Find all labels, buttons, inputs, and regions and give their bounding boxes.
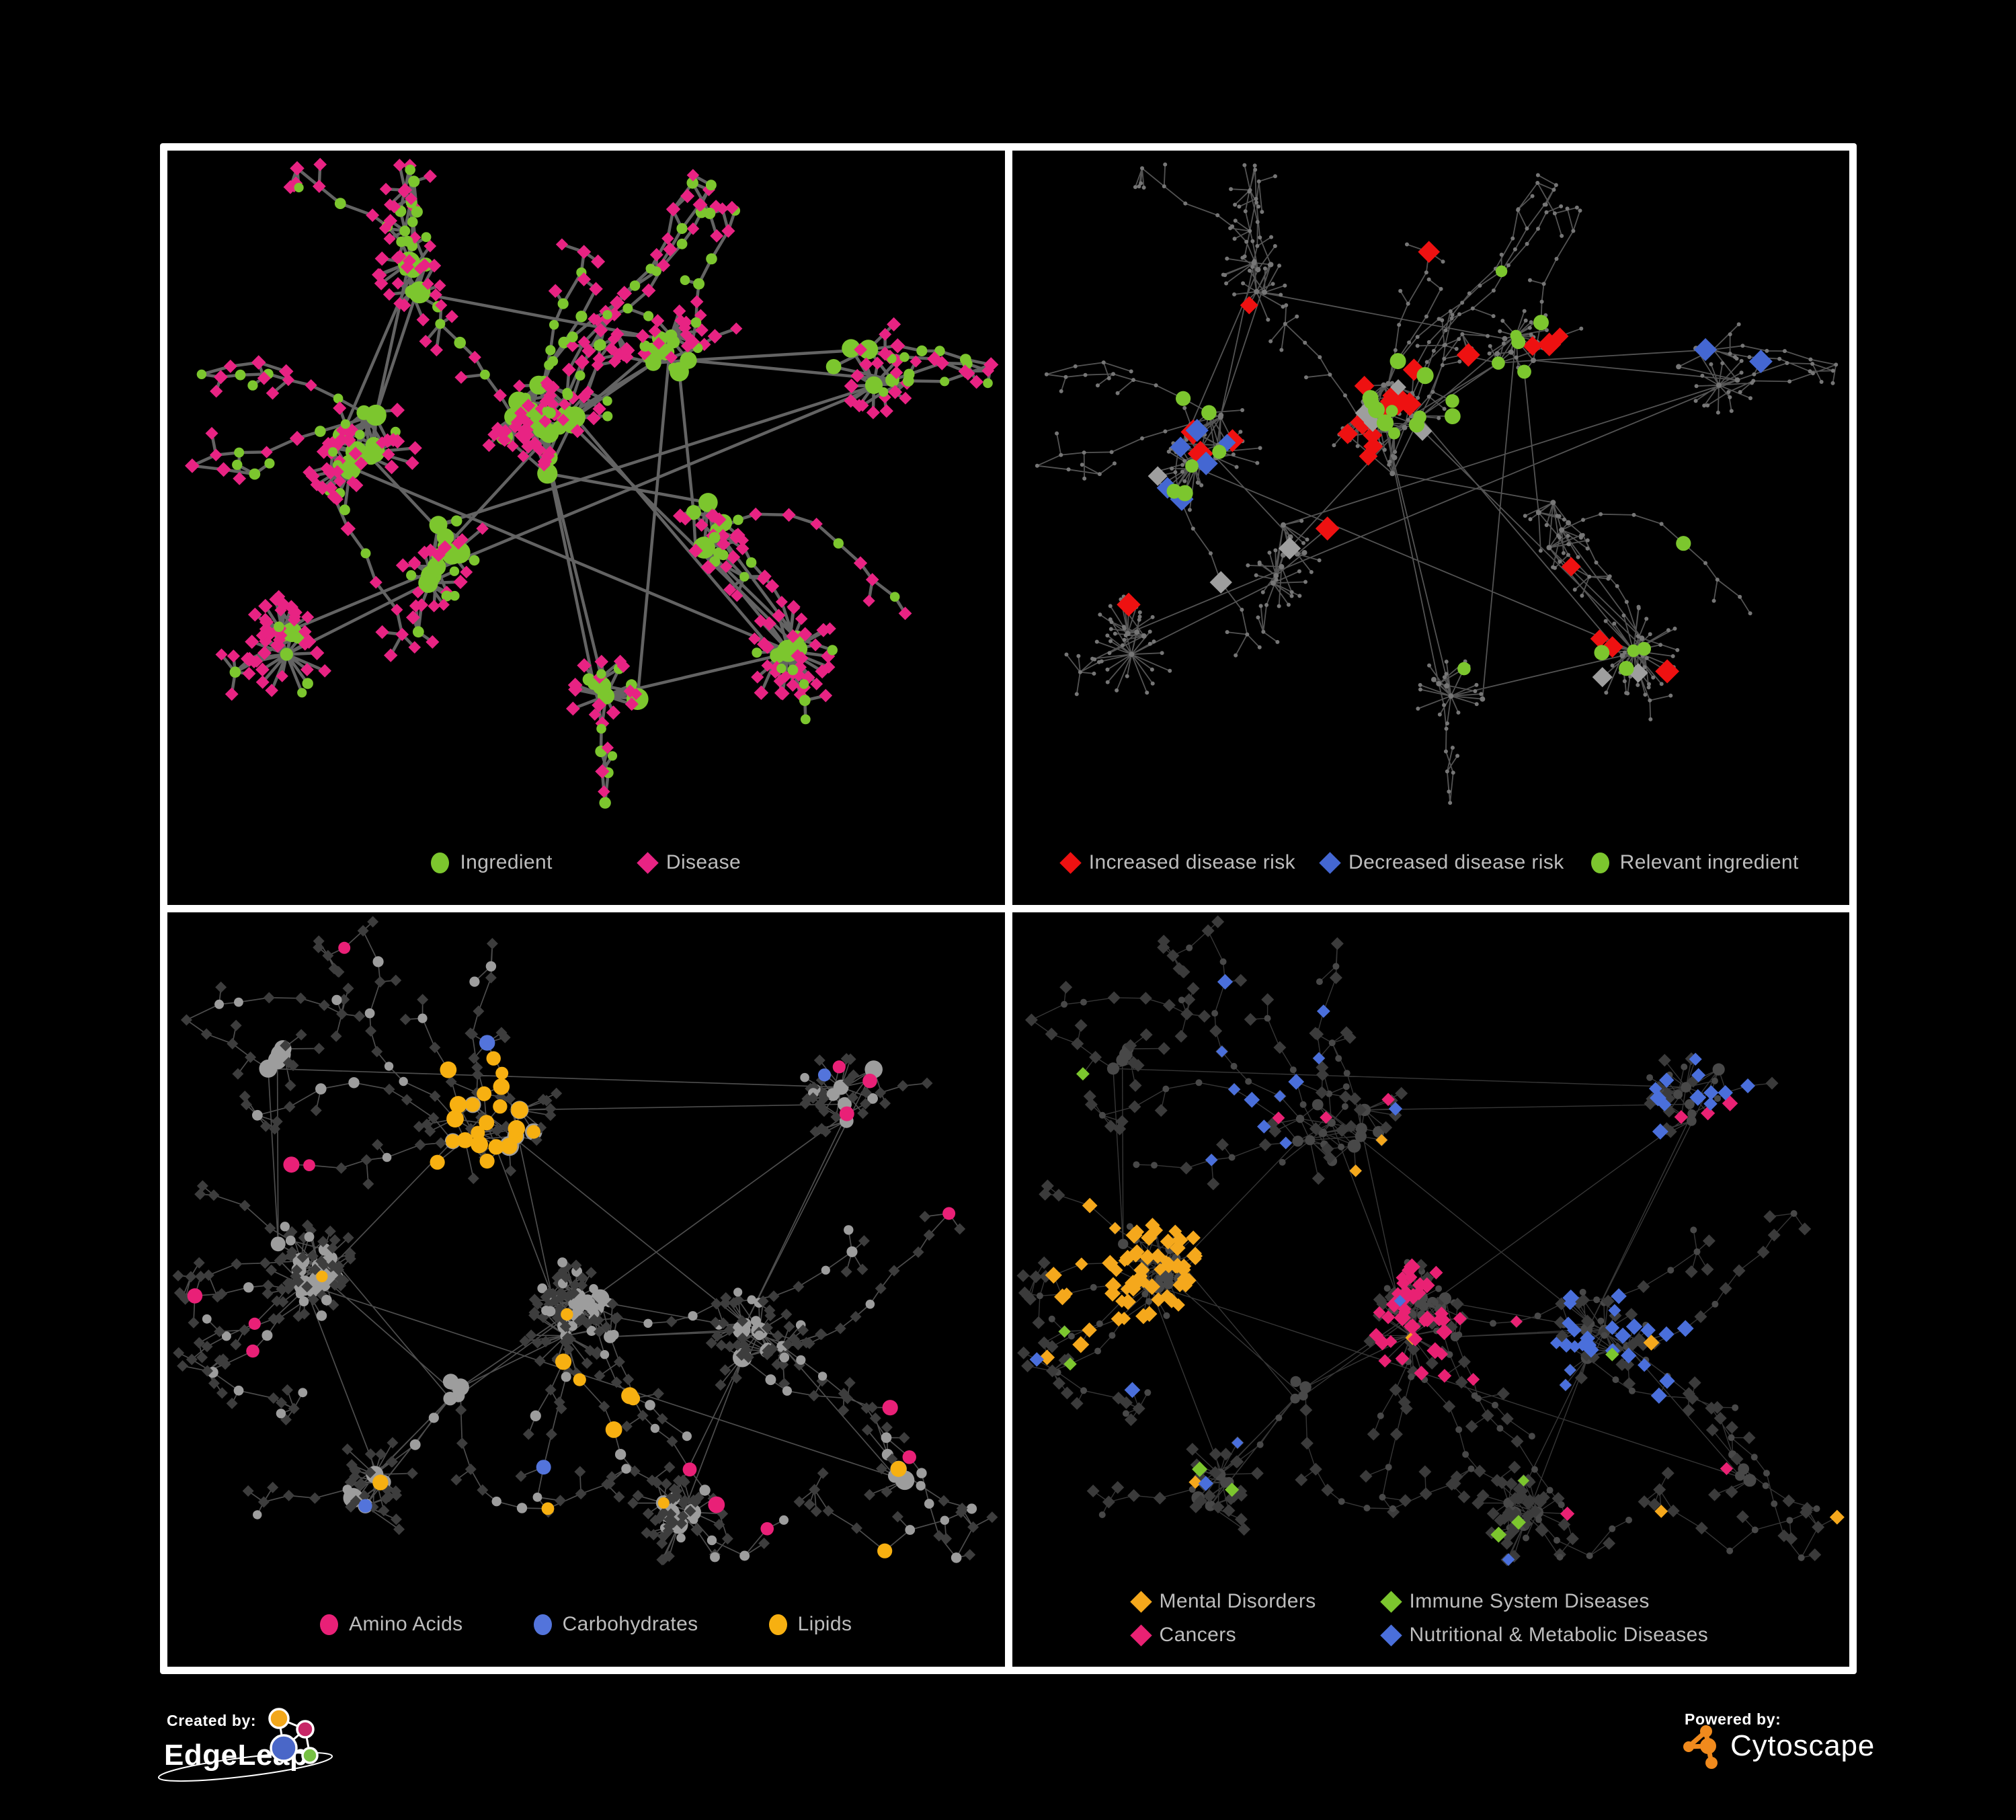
legend-item-immune-diseases: Immune System Diseases (1379, 1590, 1709, 1613)
network-canvas-disease-risk (1035, 162, 1838, 805)
legend-item-nutritional-metabolic: Nutritional & Metabolic Diseases (1379, 1624, 1709, 1647)
legend-label: Increased disease risk (1088, 851, 1296, 873)
legend-label: Ingredient (460, 851, 553, 873)
panel-ingredient-disease: Ingredient Disease (167, 151, 1005, 905)
legend-item-increased-risk: Increased disease risk (1059, 851, 1296, 874)
legend-top-left: Ingredient Disease (167, 851, 1005, 874)
legend-bottom-left: Amino Acids Carbohydrates Lipids (167, 1613, 1005, 1636)
legend-label: Relevant ingredient (1619, 851, 1799, 873)
lipids-marker-icon (768, 1614, 787, 1635)
legend-top-right: Increased disease risk Decreased disease… (1012, 851, 1850, 874)
amino-acids-marker-icon (320, 1614, 339, 1635)
network-canvas-disease-classes (1016, 915, 1845, 1567)
legend-label: Mental Disorders (1159, 1590, 1316, 1612)
increased-risk-marker-icon (1059, 851, 1082, 874)
legend-item-mental-disorders: Mental Disorders (1129, 1590, 1383, 1613)
legend-label: Carbohydrates (562, 1613, 698, 1635)
legend-item-amino-acids: Amino Acids (320, 1613, 462, 1636)
legend-label: Nutritional & Metabolic Diseases (1409, 1624, 1709, 1646)
edgeleap-logo-icon (157, 1708, 333, 1782)
legend-bottom-right: Mental Disorders Immune System Diseases … (1129, 1590, 1709, 1647)
legend-label: Amino Acids (349, 1613, 463, 1635)
legend-label: Decreased disease risk (1348, 851, 1564, 873)
legend-item-decreased-risk: Decreased disease risk (1319, 851, 1564, 874)
mental-disorders-marker-icon (1129, 1590, 1152, 1613)
disease-marker-icon (637, 851, 659, 874)
relevant-ingredient-marker-icon (1590, 852, 1609, 873)
ingredient-marker-icon (431, 852, 450, 873)
immune-diseases-marker-icon (1379, 1590, 1402, 1613)
panel-disease-classes: Mental Disorders Immune System Diseases … (1012, 912, 1849, 1667)
legend-label: Cancers (1159, 1624, 1237, 1646)
nutritional-metabolic-marker-icon (1379, 1624, 1402, 1647)
carbohydrates-marker-icon (533, 1614, 552, 1635)
legend-item-carbohydrates: Carbohydrates (533, 1613, 698, 1636)
legend-item-lipids: Lipids (768, 1613, 852, 1636)
panel-nutrient-classes: Amino Acids Carbohydrates Lipids (167, 912, 1005, 1667)
decreased-risk-marker-icon (1319, 851, 1341, 874)
legend-item-ingredient: Ingredient (431, 851, 552, 874)
network-canvas-ingredient-disease (184, 157, 999, 809)
legend-item-relevant-ingredient: Relevant ingredient (1590, 851, 1799, 874)
cancers-marker-icon (1129, 1624, 1152, 1647)
panel-disease-risk: Increased disease risk Decreased disease… (1012, 151, 1850, 905)
cytoscape-wordmark: Cytoscape (1730, 1729, 1876, 1762)
legend-item-cancers: Cancers (1129, 1624, 1383, 1647)
powered-by-label: Powered by: (1685, 1710, 1781, 1728)
figure-grid: Ingredient Disease Increased disease ris… (160, 143, 1857, 1674)
legend-label: Immune System Diseases (1409, 1590, 1650, 1612)
created-by-label: Created by: (167, 1712, 257, 1729)
cytoscape-logo-icon (1683, 1725, 1718, 1769)
network-canvas-nutrient-classes (172, 916, 998, 1566)
legend-label: Lipids (797, 1613, 852, 1635)
legend-item-disease: Disease (637, 851, 741, 874)
legend-label: Disease (666, 851, 741, 873)
